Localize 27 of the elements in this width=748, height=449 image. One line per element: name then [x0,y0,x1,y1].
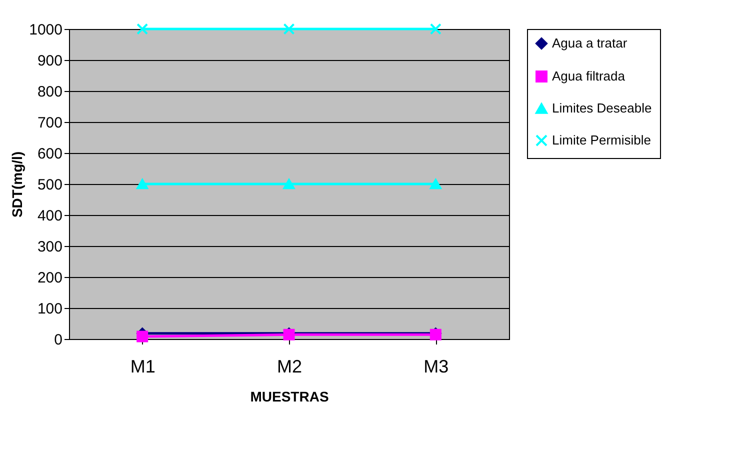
point [283,178,295,190]
legend-label: Agua filtrada [552,68,626,84]
y-tick-label: 800 [37,84,62,100]
y-tick-label: 200 [37,270,62,286]
y-tick-label: 0 [54,332,62,348]
point [136,23,148,35]
y-tick-label: 700 [37,114,62,132]
y-tick-label: 300 [37,238,62,256]
x-tick-label: M3 [424,356,449,376]
legend-label: Limite Permisible [552,132,651,148]
point [136,178,148,190]
point [136,330,148,342]
y-tick-label: 900 [37,52,62,70]
point [283,23,295,35]
y-axis-title: SDT(mg/l) [9,151,26,218]
y-tick-label: 400 [37,208,62,224]
x-tick-label: M1 [130,356,156,376]
y-tick-label: 1000 [29,22,62,38]
legend-label: Agua a tratar [552,36,628,50]
point [430,178,442,190]
point [430,23,442,35]
x-tick-label: M2 [276,356,302,376]
legend-label: Limites Deseable [552,100,652,116]
y-tick-label: 100 [37,300,62,318]
y-tick-label: 600 [37,146,62,162]
y-tick-label: 500 [37,176,62,194]
x-axis-title: MUESTRAS [250,388,329,404]
